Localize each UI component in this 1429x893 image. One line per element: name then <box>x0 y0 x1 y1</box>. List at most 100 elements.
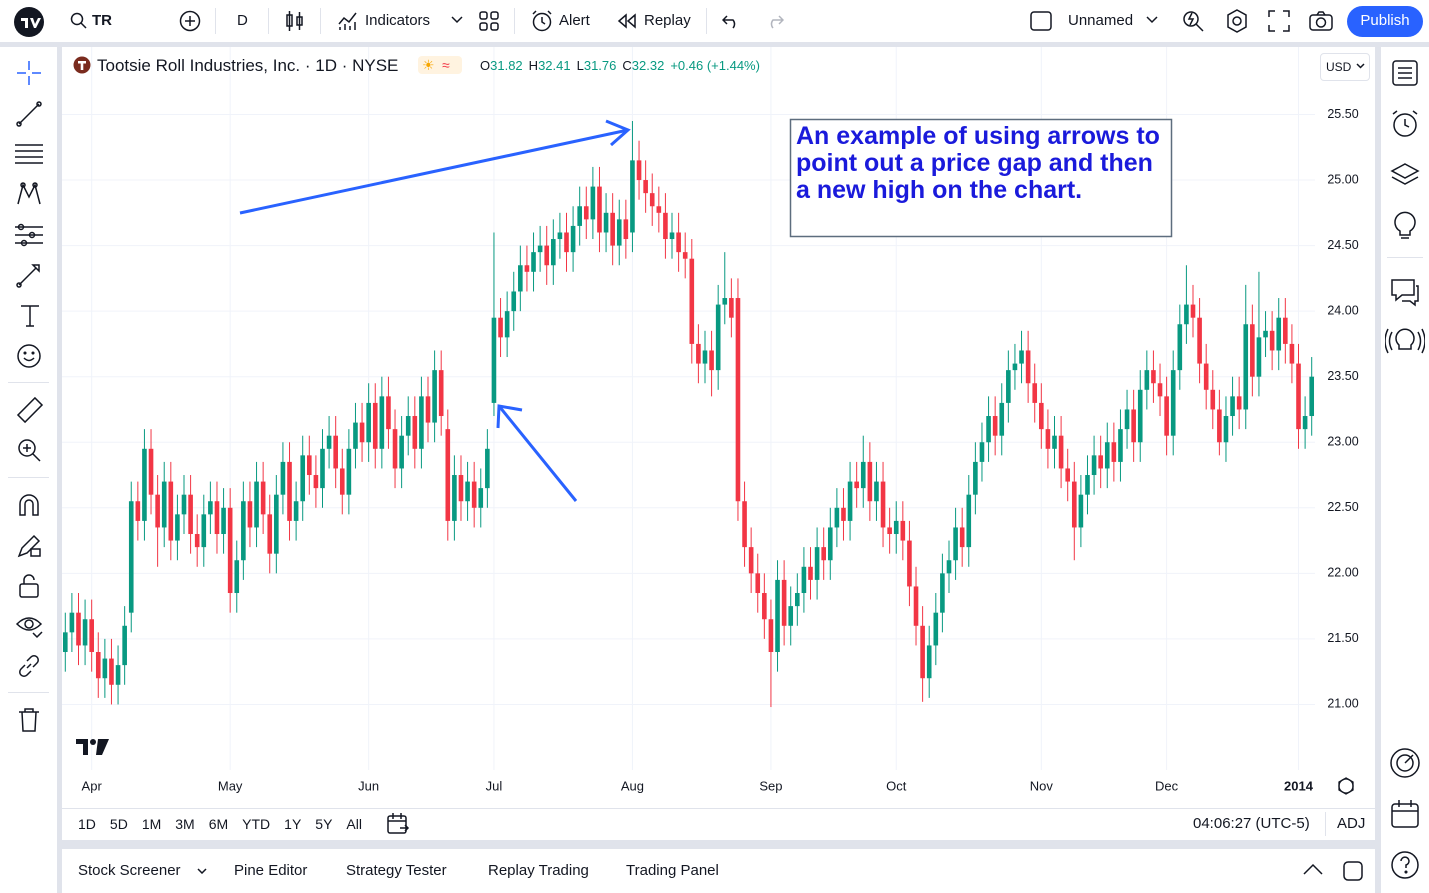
arrow-drawing[interactable] <box>496 404 578 502</box>
symbol[interactable]: TR <box>92 12 112 29</box>
timeframe-button[interactable]: 6M <box>208 816 229 832</box>
calendar[interactable] <box>1390 799 1420 829</box>
publish-button[interactable] <box>1347 6 1423 37</box>
chevron[interactable] <box>451 16 463 24</box>
date-range[interactable] <box>386 812 410 836</box>
candle-body <box>1203 363 1209 390</box>
timeframe-button[interactable]: All <box>346 816 362 832</box>
add-symbol[interactable] <box>179 10 201 32</box>
candle-body <box>1071 481 1077 528</box>
candle-body <box>755 573 761 594</box>
help[interactable] <box>1390 850 1420 880</box>
sync-tool[interactable] <box>16 653 42 679</box>
indicators-icon[interactable] <box>337 10 359 32</box>
timeframe-button[interactable]: 5D <box>109 816 128 832</box>
fullscreen[interactable] <box>1268 10 1290 32</box>
indicators[interactable]: Indicators <box>365 12 431 29</box>
brush-tool[interactable] <box>16 262 42 288</box>
pattern-tool[interactable] <box>15 181 43 207</box>
candle-body <box>913 586 919 626</box>
ohlc-value: 31.76 <box>583 58 617 73</box>
arrow-drawing[interactable] <box>239 119 631 215</box>
candle-body <box>1296 363 1301 430</box>
candle-body <box>405 416 411 436</box>
candle-body <box>689 258 695 344</box>
replay-icon[interactable] <box>617 13 637 29</box>
candle-body <box>979 442 985 462</box>
redo[interactable] <box>764 13 784 29</box>
candle-body <box>359 422 365 443</box>
emoji-tool[interactable] <box>16 343 42 369</box>
signals[interactable] <box>1385 326 1425 356</box>
ruler-tool[interactable] <box>16 396 44 424</box>
chevron[interactable] <box>197 868 207 874</box>
layout-checkbox[interactable] <box>1030 11 1052 31</box>
drawing-mode[interactable] <box>16 533 42 559</box>
adjust[interactable]: ADJ <box>1337 815 1366 832</box>
annotation-box[interactable] <box>789 118 1173 238</box>
layout-name[interactable]: Unnamed <box>1068 12 1134 29</box>
visibility-tool[interactable] <box>15 613 43 639</box>
candle-body <box>142 448 147 521</box>
chart-type[interactable] <box>285 10 305 32</box>
alerts[interactable] <box>1390 109 1420 139</box>
magnet-tool[interactable] <box>16 493 42 519</box>
timeframe-button[interactable]: YTD <box>242 816 271 832</box>
candle-body <box>544 245 550 266</box>
collapse[interactable] <box>1302 862 1324 876</box>
currency[interactable]: USD <box>1326 60 1352 74</box>
candle-body <box>227 507 233 594</box>
candle-body <box>313 475 319 489</box>
timeframe-button[interactable]: 5Y <box>315 816 333 832</box>
crosshair-tool[interactable] <box>16 60 42 86</box>
candle-body <box>808 566 813 580</box>
text-tool[interactable] <box>18 303 42 329</box>
timezone-icon[interactable] <box>1338 777 1354 795</box>
alert[interactable]: Alert <box>559 12 590 29</box>
quick-search[interactable] <box>1181 9 1205 33</box>
tab[interactable]: Strategy Tester <box>346 862 447 879</box>
templates-icon[interactable] <box>479 11 499 31</box>
tab[interactable]: Replay Trading <box>488 862 589 879</box>
separator <box>1325 812 1326 836</box>
calendar-hotlist[interactable] <box>1389 747 1421 779</box>
ideas[interactable] <box>1392 211 1418 241</box>
y-tick-label: 23.50 <box>1327 369 1358 383</box>
watchlist[interactable] <box>1391 59 1419 87</box>
snapshot[interactable] <box>1309 10 1333 32</box>
candle-body <box>1039 402 1044 430</box>
candle-body <box>762 593 767 620</box>
candle-body <box>735 298 741 502</box>
interval[interactable]: D <box>237 12 248 29</box>
tab[interactable]: Pine Editor <box>234 862 308 879</box>
forecast-tool[interactable] <box>14 222 44 248</box>
timeframe-button[interactable]: 1M <box>141 816 162 832</box>
replay[interactable]: Replay <box>644 12 691 29</box>
trendline-tool[interactable] <box>16 101 42 127</box>
candle-body <box>1309 376 1315 417</box>
candle-body <box>577 206 582 226</box>
chats[interactable] <box>1390 277 1420 307</box>
fib-tool[interactable] <box>14 141 44 167</box>
timeframe-button[interactable]: 1D <box>78 816 96 832</box>
zoom-tool[interactable] <box>16 437 42 463</box>
ohlc-change: +0.46 (+1.44%) <box>670 58 760 73</box>
logo[interactable] <box>13 6 45 38</box>
candle-body <box>524 265 530 272</box>
tab[interactable]: Stock Screener <box>78 862 181 879</box>
chevron[interactable] <box>1356 63 1365 69</box>
timeframe-button[interactable]: 1Y <box>284 816 302 832</box>
chevron[interactable] <box>1146 16 1158 24</box>
timeframe-button[interactable]: 3M <box>175 816 195 832</box>
alert-icon[interactable] <box>530 9 554 33</box>
object-tree[interactable] <box>1390 162 1420 188</box>
candle-body <box>511 291 517 312</box>
undo[interactable] <box>722 13 742 29</box>
settings[interactable] <box>1225 9 1249 33</box>
lock-tool[interactable] <box>17 573 41 599</box>
maximize[interactable] <box>1342 860 1364 882</box>
tab[interactable]: Trading Panel <box>626 862 719 879</box>
publish[interactable]: Publish <box>1360 12 1410 29</box>
search-icon[interactable] <box>70 12 88 30</box>
remove-tool[interactable] <box>18 707 40 733</box>
